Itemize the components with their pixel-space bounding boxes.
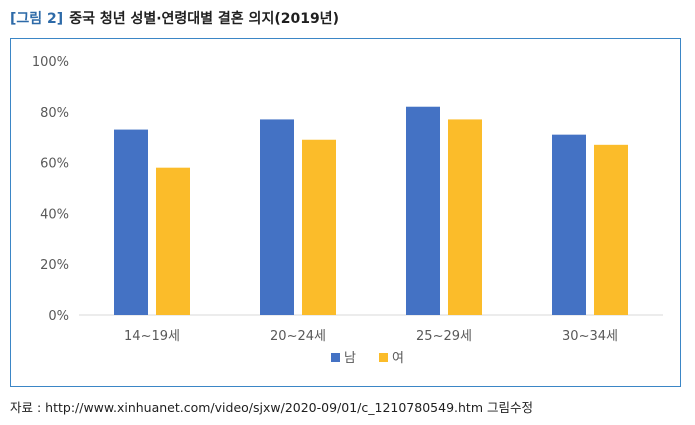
bar-female-3 [594,144,628,315]
bar-female-2 [448,119,482,315]
figure-number: [그림 2] [10,11,64,27]
bar-male-1 [260,119,294,315]
figure-title: [그림 2] 중국 청년 성별·연령대별 결혼 의지(2019년) [10,8,339,28]
x-tick-label: 20~24세 [270,329,326,344]
bar-male-2 [406,106,440,315]
bar-female-0 [156,167,190,315]
legend-swatch-male [331,353,340,362]
y-tick-label: 100% [32,55,69,70]
x-tick-label: 14~19세 [124,329,180,344]
y-tick-label: 40% [40,207,69,222]
chart-frame: 0% 20% 40% 60% 80% 100% 14~19세 20~24세 25~29세 30~3… [10,38,681,387]
figure-title-text: 중국 청년 성별·연령대별 결혼 의지(2019년) [69,11,339,27]
bar-male-0 [114,129,148,315]
y-tick-label: 60% [40,157,69,172]
y-tick-label: 0% [48,309,69,324]
source-note: 자료 : http://www.xinhuanet.com/video/sjxw… [10,400,533,415]
y-tick-label: 20% [40,258,69,273]
legend-label-female: 여 [392,351,404,366]
bar-female-1 [302,139,336,315]
x-tick-label: 30~34세 [562,329,618,344]
bar-male-3 [552,134,586,315]
x-tick-label: 25~29세 [416,329,472,344]
legend-label-male: 남 [344,351,356,366]
bar-chart: 0% 20% 40% 60% 80% 100% 14~19세 20~24세 25~29세 30~3… [32,55,663,366]
legend-swatch-female [379,353,388,362]
y-tick-label: 80% [40,106,69,121]
